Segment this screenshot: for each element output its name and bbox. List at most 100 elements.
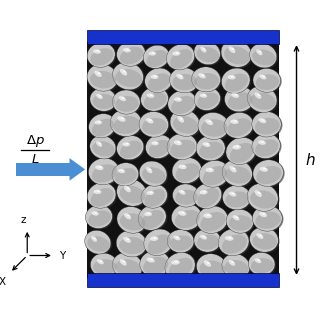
- Ellipse shape: [199, 160, 229, 187]
- Ellipse shape: [221, 40, 253, 68]
- Ellipse shape: [93, 49, 101, 54]
- Ellipse shape: [145, 68, 172, 92]
- Ellipse shape: [119, 237, 145, 254]
- Ellipse shape: [113, 62, 143, 90]
- Ellipse shape: [87, 236, 110, 252]
- Ellipse shape: [195, 73, 219, 89]
- Ellipse shape: [154, 75, 157, 77]
- Ellipse shape: [87, 43, 115, 68]
- Ellipse shape: [112, 163, 139, 186]
- Ellipse shape: [110, 109, 142, 137]
- Ellipse shape: [173, 236, 180, 240]
- Ellipse shape: [118, 169, 125, 173]
- Ellipse shape: [255, 190, 262, 197]
- Ellipse shape: [147, 50, 167, 67]
- Ellipse shape: [194, 229, 222, 253]
- Ellipse shape: [119, 96, 126, 101]
- Ellipse shape: [92, 119, 114, 136]
- Ellipse shape: [116, 230, 147, 257]
- Ellipse shape: [203, 236, 206, 237]
- Ellipse shape: [198, 112, 229, 140]
- Ellipse shape: [93, 259, 116, 275]
- Ellipse shape: [223, 160, 254, 188]
- Ellipse shape: [150, 259, 153, 260]
- Ellipse shape: [261, 119, 265, 121]
- Ellipse shape: [228, 75, 236, 79]
- Ellipse shape: [175, 190, 198, 205]
- Ellipse shape: [179, 75, 182, 77]
- Ellipse shape: [259, 75, 267, 79]
- Ellipse shape: [255, 118, 280, 135]
- Ellipse shape: [230, 143, 254, 163]
- Ellipse shape: [149, 140, 170, 157]
- Ellipse shape: [221, 40, 252, 67]
- Ellipse shape: [172, 158, 203, 185]
- Ellipse shape: [227, 210, 255, 234]
- Ellipse shape: [225, 166, 251, 184]
- Ellipse shape: [123, 48, 131, 52]
- Ellipse shape: [226, 137, 256, 164]
- Ellipse shape: [174, 140, 182, 145]
- Ellipse shape: [167, 133, 197, 160]
- Ellipse shape: [140, 251, 170, 277]
- Ellipse shape: [120, 69, 127, 76]
- Ellipse shape: [126, 187, 130, 189]
- Ellipse shape: [203, 142, 211, 147]
- Ellipse shape: [224, 46, 250, 65]
- Ellipse shape: [170, 140, 196, 157]
- Ellipse shape: [252, 205, 282, 231]
- Bar: [87, 42, 279, 278]
- Ellipse shape: [175, 260, 178, 263]
- Ellipse shape: [99, 95, 101, 97]
- Ellipse shape: [113, 116, 140, 134]
- Ellipse shape: [151, 75, 158, 79]
- Ellipse shape: [115, 259, 141, 277]
- Ellipse shape: [222, 68, 251, 94]
- Ellipse shape: [144, 212, 152, 216]
- Ellipse shape: [112, 90, 140, 114]
- Ellipse shape: [195, 88, 221, 111]
- Ellipse shape: [252, 112, 283, 138]
- Ellipse shape: [250, 190, 277, 209]
- Ellipse shape: [147, 191, 154, 195]
- Ellipse shape: [196, 206, 228, 233]
- Text: z: z: [21, 215, 26, 225]
- Ellipse shape: [231, 48, 234, 50]
- Ellipse shape: [148, 234, 171, 254]
- Ellipse shape: [168, 134, 198, 161]
- Ellipse shape: [204, 260, 211, 267]
- Ellipse shape: [139, 205, 167, 231]
- Ellipse shape: [177, 116, 184, 123]
- Ellipse shape: [144, 92, 167, 109]
- Ellipse shape: [176, 52, 179, 54]
- Ellipse shape: [222, 235, 247, 254]
- Ellipse shape: [90, 48, 113, 66]
- Ellipse shape: [94, 71, 102, 77]
- Ellipse shape: [253, 206, 284, 232]
- Ellipse shape: [201, 119, 228, 137]
- Ellipse shape: [86, 205, 114, 229]
- Ellipse shape: [173, 116, 198, 134]
- Ellipse shape: [253, 69, 282, 93]
- Ellipse shape: [169, 258, 193, 278]
- Ellipse shape: [172, 204, 202, 230]
- Ellipse shape: [194, 41, 220, 65]
- Ellipse shape: [228, 92, 252, 109]
- Ellipse shape: [225, 260, 249, 276]
- Ellipse shape: [225, 113, 255, 140]
- Ellipse shape: [171, 110, 201, 138]
- Ellipse shape: [197, 254, 228, 282]
- Ellipse shape: [224, 112, 253, 138]
- Ellipse shape: [138, 205, 166, 230]
- Ellipse shape: [233, 145, 241, 149]
- Ellipse shape: [148, 73, 171, 91]
- Ellipse shape: [222, 254, 250, 279]
- Ellipse shape: [117, 207, 147, 233]
- Ellipse shape: [93, 237, 96, 239]
- Ellipse shape: [260, 167, 268, 172]
- Ellipse shape: [234, 94, 237, 96]
- Ellipse shape: [257, 259, 260, 261]
- Ellipse shape: [203, 191, 206, 193]
- Ellipse shape: [259, 118, 266, 123]
- Ellipse shape: [144, 45, 170, 69]
